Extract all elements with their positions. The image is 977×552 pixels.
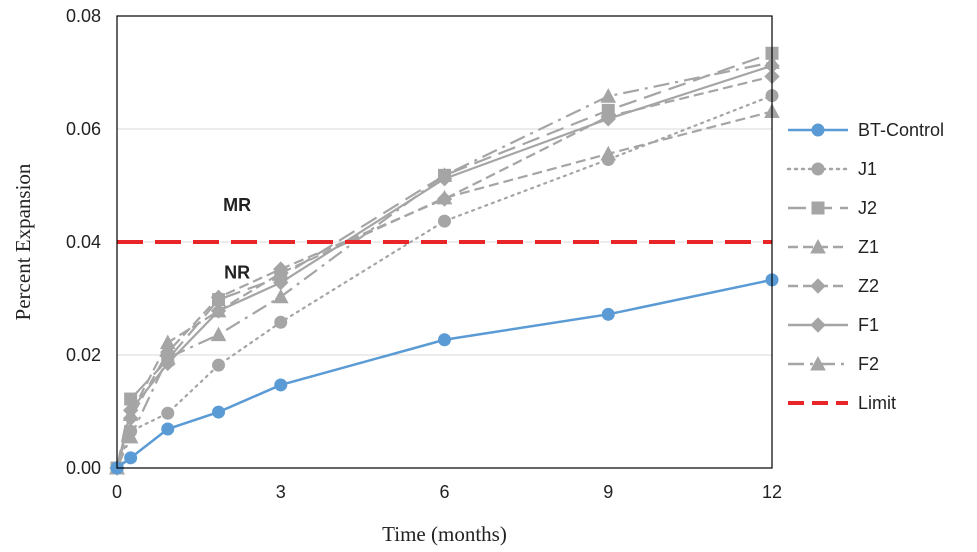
series-bt-control [110, 273, 779, 475]
series-layer [109, 46, 780, 476]
y-tick-label: 0.00 [66, 458, 101, 478]
data-point-f2 [210, 326, 227, 342]
series-f2 [109, 54, 780, 475]
x-tick-label: 6 [439, 482, 449, 502]
series-line-z2 [115, 75, 773, 469]
legend-label: Z2 [858, 276, 879, 296]
data-point-f1 [600, 111, 616, 127]
data-point-z1 [600, 145, 617, 161]
x-tick-label: 12 [762, 482, 782, 502]
legend-item-f2: F2 [788, 354, 879, 374]
y-tick-label: 0.08 [66, 6, 101, 26]
series-line-j2 [115, 52, 773, 469]
data-point-j1 [212, 358, 226, 372]
data-point-bt-control [124, 451, 138, 465]
legend-label: J1 [858, 159, 877, 179]
series-line-bt-control [116, 278, 773, 470]
legend-marker [810, 317, 826, 333]
y-tick-label: 0.02 [66, 345, 101, 365]
data-point-f2 [436, 167, 453, 182]
data-point-z2 [436, 191, 453, 207]
data-point-bt-control [601, 307, 615, 321]
legend-marker [810, 355, 826, 371]
x-axis-title: Time (months) [382, 522, 507, 546]
data-point-f2 [272, 288, 289, 304]
data-point-f2 [600, 88, 617, 103]
legend: BT-Control J1 J2 Z1 Z2 F1 F2 Limit [786, 120, 944, 413]
series-line-f1 [115, 64, 773, 469]
data-point-j1 [274, 315, 288, 329]
y-tick-label: 0.06 [66, 119, 101, 139]
legend-item-f1: F1 [788, 315, 879, 335]
legend-label: BT-Control [858, 120, 944, 140]
annotation-nr: NR [224, 263, 250, 283]
legend-marker [810, 238, 826, 254]
data-point-f1 [210, 303, 227, 319]
series-f1 [109, 58, 780, 476]
x-tick-label: 3 [276, 482, 286, 502]
data-point-bt-control [274, 378, 288, 392]
legend-label: F1 [858, 315, 879, 335]
data-point-j1 [438, 214, 451, 228]
legend-item-j1: J1 [786, 159, 877, 179]
data-point-bt-control [161, 422, 175, 436]
legend-item-z1: Z1 [788, 237, 879, 257]
legend-item-j2: J2 [788, 198, 877, 218]
data-point-f2 [159, 349, 176, 365]
legend-label: J2 [858, 198, 877, 218]
plot-area-border [116, 15, 773, 469]
series-line-j1 [115, 94, 774, 470]
data-point-j1 [161, 406, 175, 420]
y-tick-label: 0.04 [66, 232, 101, 252]
legend-label: F2 [858, 354, 879, 374]
annotations: MR NR [223, 195, 251, 283]
x-tick-label: 9 [603, 482, 613, 502]
legend-marker [811, 123, 825, 137]
series-j2 [110, 46, 779, 475]
data-point-f1 [122, 402, 139, 419]
legend-label: Z1 [858, 237, 879, 257]
data-point-bt-control [438, 333, 451, 347]
legend-item-z2: Z2 [788, 276, 879, 296]
annotation-mr: MR [223, 195, 251, 215]
y-axis-title: Percent Expansion [11, 163, 35, 320]
data-point-f2 [122, 428, 139, 444]
legend-label: Limit [858, 393, 896, 413]
series-j1 [110, 89, 779, 475]
legend-marker [811, 162, 825, 176]
x-tick-label: 0 [112, 482, 122, 502]
legend-item-limit: Limit [788, 393, 896, 413]
y-axis-ticks: 0.00 0.02 0.04 0.06 0.08 [66, 6, 101, 478]
legend-marker [810, 278, 826, 294]
legend-marker [811, 201, 825, 215]
series-z1 [109, 103, 780, 475]
data-point-bt-control [212, 405, 226, 419]
x-axis-ticks: 0 3 6 9 12 [112, 482, 782, 502]
legend-item-bt-control: BT-Control [788, 120, 944, 140]
